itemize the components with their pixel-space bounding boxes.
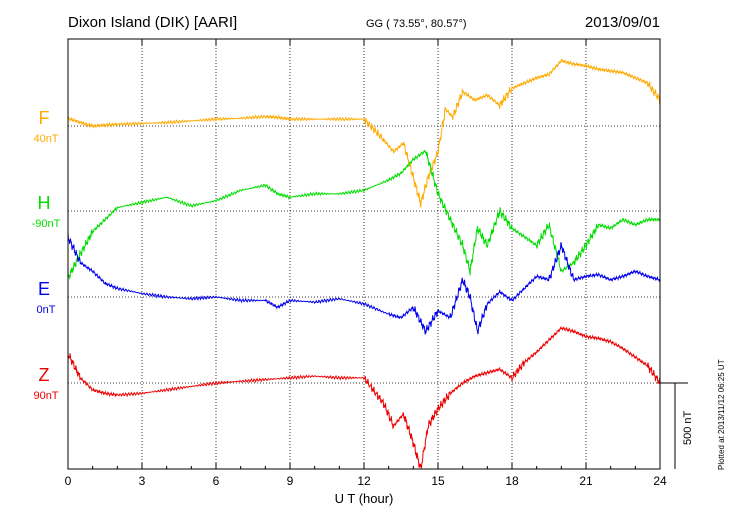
x-tick-label: 0 xyxy=(65,474,72,488)
x-tick-label: 12 xyxy=(357,474,371,488)
series-line-e xyxy=(67,232,661,335)
series-line-h xyxy=(67,149,661,280)
series-baseline-f: 40nT xyxy=(33,133,58,145)
x-tick-label: 9 xyxy=(287,474,294,488)
x-tick-label: 24 xyxy=(653,474,667,488)
series-name-f: F xyxy=(39,108,50,128)
station-title: Dixon Island (DIK) [AARI] xyxy=(68,14,237,31)
x-tick-label: 18 xyxy=(505,474,519,488)
series-line-f xyxy=(67,58,661,208)
x-axis: 0 3 6 9 12 15 18 21 24 xyxy=(65,39,667,488)
x-tick-label: 3 xyxy=(139,474,146,488)
series-labels: F 40nT H -90nT E 0nT Z 90nT xyxy=(32,108,61,402)
grid xyxy=(68,39,660,469)
series-baseline-e: 0nT xyxy=(37,304,56,316)
chart-date: 2013/09/01 xyxy=(585,14,660,31)
series-name-h: H xyxy=(38,193,51,213)
series-line-z xyxy=(67,325,661,469)
series-baseline-z: 90nT xyxy=(33,390,58,402)
series-group xyxy=(67,58,661,469)
x-tick-label: 6 xyxy=(213,474,220,488)
plotted-timestamp: Plotted at 2013/11/12 06:25 UT xyxy=(717,359,726,470)
series-name-e: E xyxy=(38,279,50,299)
scale-bar: 500 nT xyxy=(660,382,694,469)
x-axis-label: U T (hour) xyxy=(335,491,394,506)
station-coordinates: GG ( 73.55°, 80.57°) xyxy=(366,18,467,30)
plot-frame xyxy=(67,38,661,470)
series-name-z: Z xyxy=(39,365,50,385)
x-tick-label: 21 xyxy=(579,474,593,488)
series-baseline-h: -90nT xyxy=(32,218,61,230)
scale-bar-label: 500 nT xyxy=(682,410,694,445)
x-tick-label: 15 xyxy=(431,474,445,488)
